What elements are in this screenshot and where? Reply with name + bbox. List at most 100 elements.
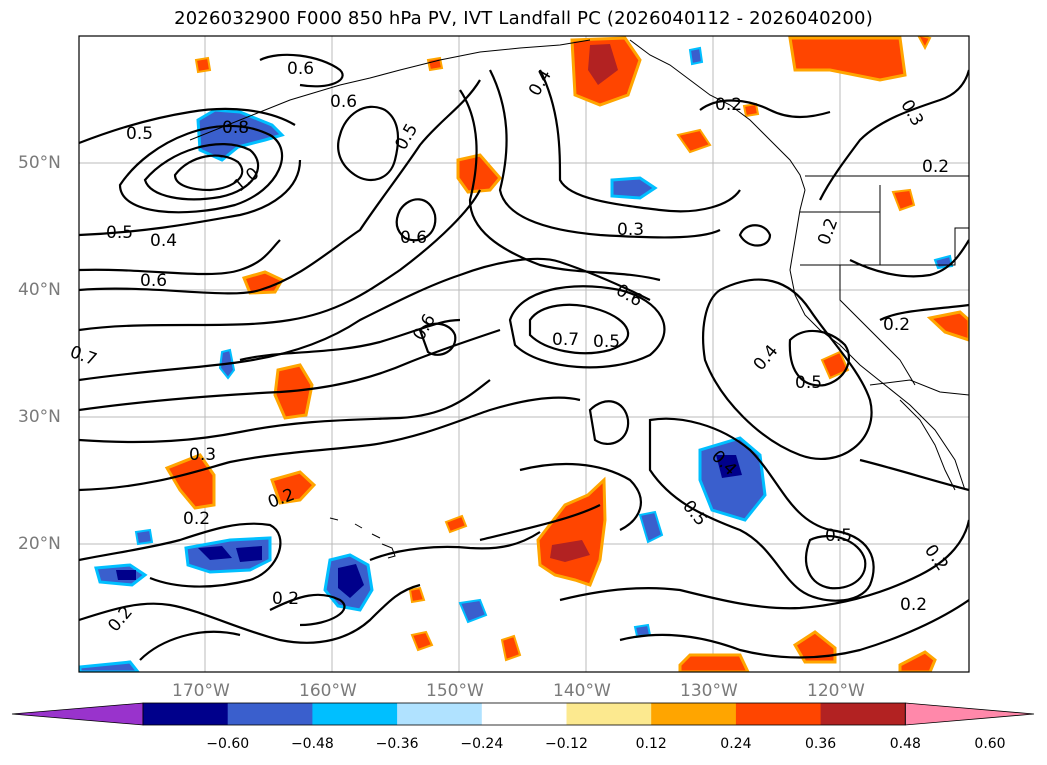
lon-label-150w: 150°W [426, 681, 484, 701]
pc-negative-max [716, 455, 742, 478]
pv-contour [479, 504, 601, 542]
pv-contour [79, 328, 501, 412]
pc-positive-region [742, 102, 760, 118]
baja-coast [899, 399, 956, 491]
pv-contour [395, 198, 437, 242]
pv-contour [418, 322, 457, 356]
pc-negative-region [458, 598, 488, 624]
pv-contour [118, 125, 283, 214]
pv-contour [269, 593, 346, 627]
contour-label: 0.5 [825, 526, 852, 546]
pc-positive-max [588, 44, 618, 85]
pc-positive-region [678, 653, 750, 672]
pc-negative-region [79, 660, 140, 672]
pc-positive-region [456, 153, 502, 194]
lon-label-130w: 130°W [680, 681, 738, 701]
map-title: 2026032900 F000 850 hPa PV, IVT Landfall… [174, 8, 873, 29]
colorbar-tick-label: −0.36 [375, 736, 419, 752]
colorbar-segment [820, 703, 906, 725]
pc-positive-region [426, 56, 444, 72]
pc-positive-region [164, 453, 216, 510]
colorbar-tick-label: 0.60 [974, 736, 1006, 752]
contour-label: 0.5 [795, 373, 822, 393]
pc-positive-max [550, 540, 590, 562]
pc-negative-max [236, 546, 262, 562]
pv-contour [849, 239, 969, 278]
colorbar-segment [651, 703, 737, 725]
pv-contour [738, 224, 772, 247]
pc-positive-region [926, 310, 969, 342]
pv-contour [79, 239, 281, 276]
colorbar-tick-label: 0.36 [805, 736, 837, 752]
colorbar-tick-label: 0.12 [635, 736, 667, 752]
colorbar-tick-label: 0.24 [720, 736, 752, 752]
contour-label: 0.5 [126, 124, 153, 144]
pc-positive-region [891, 188, 916, 212]
pc-positive-region [241, 270, 285, 295]
pv-contour [79, 379, 491, 444]
lon-label-160w: 160°W [299, 681, 357, 701]
pc-positive-region [500, 634, 522, 662]
pc-negative-region [610, 176, 658, 200]
lat-label-20n: 20°N [18, 534, 61, 554]
contour-label: 0.5 [106, 223, 133, 243]
pv-contour [79, 189, 481, 332]
pv-contour [788, 329, 851, 387]
lat-label-30n: 30°N [18, 407, 61, 427]
pv-contour [519, 462, 642, 531]
contour-label: 0.3 [617, 220, 644, 240]
colorbar-tick-label: −0.12 [545, 736, 588, 752]
pv-contour [859, 458, 969, 492]
alaska-coast [189, 39, 591, 141]
pv-contour [459, 89, 661, 282]
hawaii-islands [329, 517, 396, 559]
contour-label: 0.2 [883, 315, 910, 335]
contour-label: 0.8 [222, 118, 249, 138]
pv-contour [879, 303, 969, 321]
map-canvas: 0.6 0.6 0.5 0.5 0.8 1.0 0.5 0.4 0.6 0.6 … [67, 35, 970, 673]
pc-negative-region [134, 528, 154, 546]
pv-contour [588, 400, 630, 446]
colorbar [11, 702, 1035, 726]
pv-contour [702, 278, 873, 461]
pv-contour [337, 105, 400, 182]
pc-positive-region [410, 630, 434, 652]
colorbar-extend-high [904, 702, 1035, 726]
pc-positive-region [408, 586, 426, 604]
colorbar-tick-label: 0.48 [889, 736, 921, 752]
contour-label: 0.7 [552, 330, 579, 350]
pc-positive-region [194, 56, 212, 74]
coastlines [189, 39, 969, 559]
contour-label: 0.2 [900, 595, 927, 615]
pv-contour [79, 159, 302, 237]
pv-contour [369, 531, 541, 562]
pc-negative-shading [79, 46, 954, 672]
pv-contour [79, 79, 481, 295]
pv-contour [79, 257, 651, 382]
pv-contour [528, 303, 630, 355]
pc-positive-region [898, 650, 937, 672]
pv-contour [79, 522, 282, 588]
pv-contour [173, 154, 244, 192]
pc-positive-region [820, 350, 850, 380]
state-border [879, 185, 969, 266]
colorbar-tick-label: −0.24 [460, 736, 504, 752]
pv-contour [489, 69, 721, 239]
contour-label: 0.2 [183, 509, 210, 529]
colorbar-tick-label: −0.48 [290, 736, 334, 752]
colorbar-segment [397, 703, 483, 725]
colorbar-segment [227, 703, 313, 725]
state-border [839, 265, 916, 386]
contour-label: 0.2 [272, 589, 299, 609]
pv-contours [79, 53, 969, 661]
colorbar-segment [735, 703, 822, 725]
pc-negative-region [638, 510, 664, 544]
pv-contour [819, 69, 969, 201]
colorbar-segment [481, 703, 567, 725]
bc-coast [629, 39, 806, 191]
pc-positive-region [788, 36, 907, 82]
contour-label: 0.2 [715, 95, 742, 115]
lat-label-50n: 50°N [18, 153, 61, 173]
pc-negative-max [198, 546, 232, 560]
pc-negative-max [338, 564, 364, 598]
